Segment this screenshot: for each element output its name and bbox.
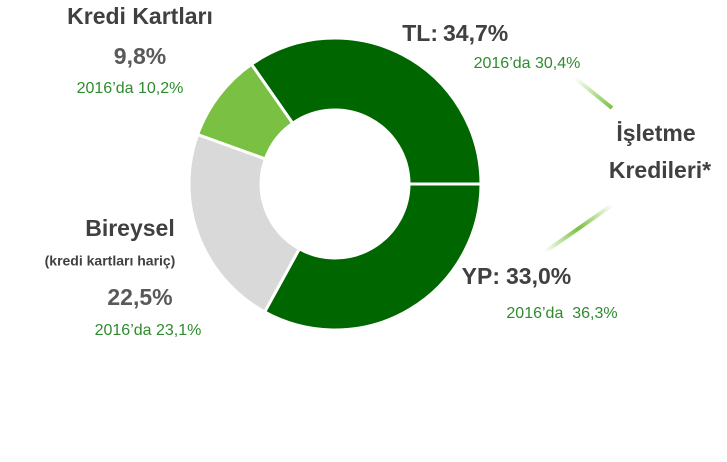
comparison: 2016’da 36,3%: [506, 305, 617, 322]
category-label: Bireysel: [85, 215, 175, 241]
category-label: Kredi Kartları: [67, 3, 213, 29]
donut-slice: [262, 182, 483, 332]
group-label: Kredileri*: [609, 157, 711, 183]
decor-line: [543, 203, 614, 254]
value-label: 22,5%: [107, 284, 172, 310]
comparison: 2016’da 10,2%: [77, 80, 184, 97]
decor-line: [573, 76, 614, 110]
category-label: TL:: [402, 20, 438, 46]
donut-slice: [195, 62, 295, 161]
donut-slice: [187, 132, 302, 314]
value-label: 9,8%: [114, 43, 166, 69]
comparison: 2016’da 30,4%: [474, 55, 581, 72]
value-label: 34,7%: [443, 20, 508, 46]
comparison: 2016’da 23,1%: [95, 322, 202, 339]
category-label: YP:: [462, 263, 500, 289]
value-label: 33,0%: [506, 263, 571, 289]
donut: [187, 36, 483, 332]
donut-slice: [249, 36, 483, 186]
group-label: İşletme: [616, 120, 695, 146]
category-note: (kredi kartları hariç): [45, 253, 176, 269]
